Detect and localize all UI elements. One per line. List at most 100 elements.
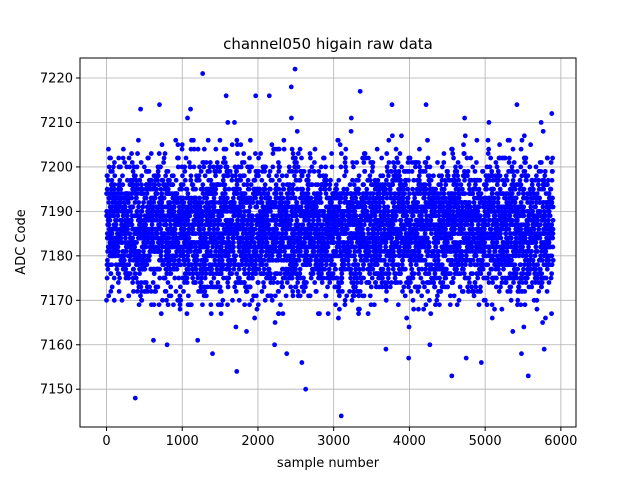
data-point [406,284,411,290]
data-point [204,195,210,201]
data-point [219,213,225,219]
data-point [127,164,132,170]
data-point [137,271,143,277]
data-point [231,266,237,272]
data-point [470,257,476,263]
data-point [317,191,323,197]
data-point [333,248,339,254]
data-point [423,266,428,272]
data-point [198,231,204,237]
data-point [156,302,162,308]
data-point [303,284,308,290]
data-point [127,257,133,263]
data-point [119,191,125,197]
data-point [383,297,389,303]
data-point [443,226,448,232]
data-point [234,182,240,188]
data-point [172,275,178,281]
data-point [193,280,198,285]
data-point [467,204,473,210]
data-point [156,182,162,188]
data-point [297,177,303,183]
data-point [186,266,191,272]
data-point [290,182,296,188]
data-point [473,284,479,290]
data-point [106,222,112,228]
data-point [433,186,439,192]
data-point [323,191,329,197]
data-point [454,266,460,272]
data-point [294,128,300,134]
data-point [274,173,279,179]
data-point [356,311,361,317]
data-point [389,235,395,241]
data-point [212,235,218,241]
data-point [262,297,268,303]
data-point [334,186,340,192]
data-point [224,208,230,214]
data-point [152,244,158,250]
data-point [159,217,165,223]
data-point [180,248,186,254]
data-point [129,160,135,165]
data-point [123,248,129,254]
data-point [294,217,300,223]
data-point [384,151,390,156]
data-point [457,284,463,290]
data-point [283,293,289,299]
data-point [187,164,193,170]
data-point [226,266,232,272]
data-point [269,253,275,259]
data-point [250,200,256,205]
data-point [177,293,183,299]
data-point [116,271,122,277]
data-point [276,289,282,294]
data-point [153,289,159,294]
data-point [385,266,391,272]
data-point [233,324,239,330]
data-point [115,213,121,219]
data-point [123,235,128,241]
data-point [211,195,217,201]
data-point [261,280,266,285]
data-point [234,271,240,277]
data-point [361,222,367,228]
data-point [231,240,236,245]
data-point [412,195,418,201]
data-point [200,182,206,188]
data-point [370,160,376,165]
data-point [477,213,483,219]
data-point [176,275,182,281]
data-point [179,146,185,152]
data-point [182,262,187,268]
data-point [316,168,322,174]
data-point [288,284,294,290]
data-point [459,253,465,259]
data-point [398,177,404,183]
data-point [156,151,162,156]
data-point [256,173,261,179]
data-point [417,177,422,183]
data-point [128,253,134,259]
data-point [293,284,299,290]
data-point [422,284,427,290]
data-point [333,302,338,308]
data-point [208,248,213,254]
data-point [141,200,146,205]
data-point [341,262,347,268]
data-point [305,173,311,179]
data-point [290,186,296,192]
data-point [111,213,117,219]
data-point [199,200,205,205]
data-point [354,160,360,165]
data-point [111,297,117,303]
data-point [138,293,143,299]
data-point [336,284,342,290]
data-point [252,177,258,183]
data-point [174,266,180,272]
data-point [383,244,389,250]
data-point [377,226,383,232]
data-point [339,275,345,281]
data-point [150,213,156,219]
